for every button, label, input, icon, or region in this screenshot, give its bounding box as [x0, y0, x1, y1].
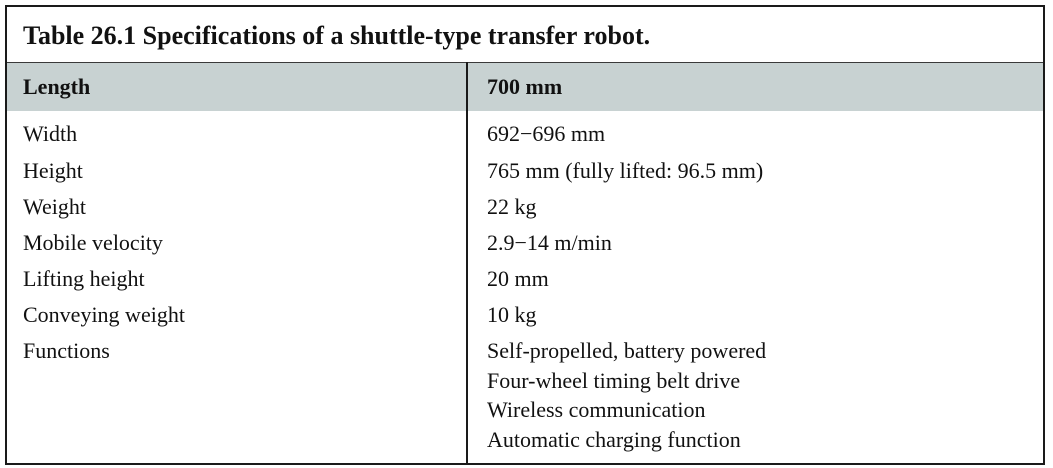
- table-header-row: Length 700 mm: [7, 62, 1043, 111]
- row-value-cell: 692−696 mm: [487, 119, 605, 149]
- row-label-cell: Width: [23, 121, 78, 146]
- row-value-line: 20 mm: [487, 266, 549, 291]
- column-divider: [466, 62, 468, 465]
- row-label-cell: Weight: [23, 194, 86, 219]
- row-value-cell: 20 mm: [487, 264, 549, 294]
- row-label-cell: Functions: [23, 338, 110, 363]
- row-value-line: 10 kg: [487, 302, 537, 327]
- row-value-line: 765 mm (fully lifted: 96.5 mm): [487, 158, 764, 183]
- row-label-cell: Mobile velocity: [23, 230, 163, 255]
- header-value-cell: 700 mm: [487, 74, 563, 99]
- header-label-cell: Length: [23, 74, 91, 99]
- row-value-cell: 10 kg: [487, 300, 537, 330]
- row-value-cell: Self-propelled, battery powered Four-whee…: [487, 336, 766, 454]
- row-label-cell: Lifting height: [23, 266, 145, 291]
- table-caption: Table 26.1 Specifications of a shuttle-t…: [23, 21, 651, 50]
- row-value-line: 2.9−14 m/min: [487, 230, 612, 255]
- row-value-cell: 22 kg: [487, 192, 537, 222]
- row-value-cell: 2.9−14 m/min: [487, 228, 612, 258]
- row-value-cell: 765 mm (fully lifted: 96.5 mm): [487, 156, 763, 186]
- row-value-line: 692−696 mm: [487, 121, 606, 146]
- row-value-line: Self-propelled, battery powered: [487, 338, 767, 363]
- row-value-line: Four-wheel timing belt drive: [487, 367, 741, 393]
- row-value-line: Automatic charging function: [487, 426, 741, 452]
- row-value-line: Wireless communication: [487, 397, 706, 422]
- row-label-cell: Height: [23, 158, 83, 183]
- spec-table: Table 26.1 Specifications of a shuttle-t…: [5, 5, 1045, 465]
- row-label-cell: Conveying weight: [23, 302, 185, 327]
- row-value-line: 22 kg: [487, 194, 537, 219]
